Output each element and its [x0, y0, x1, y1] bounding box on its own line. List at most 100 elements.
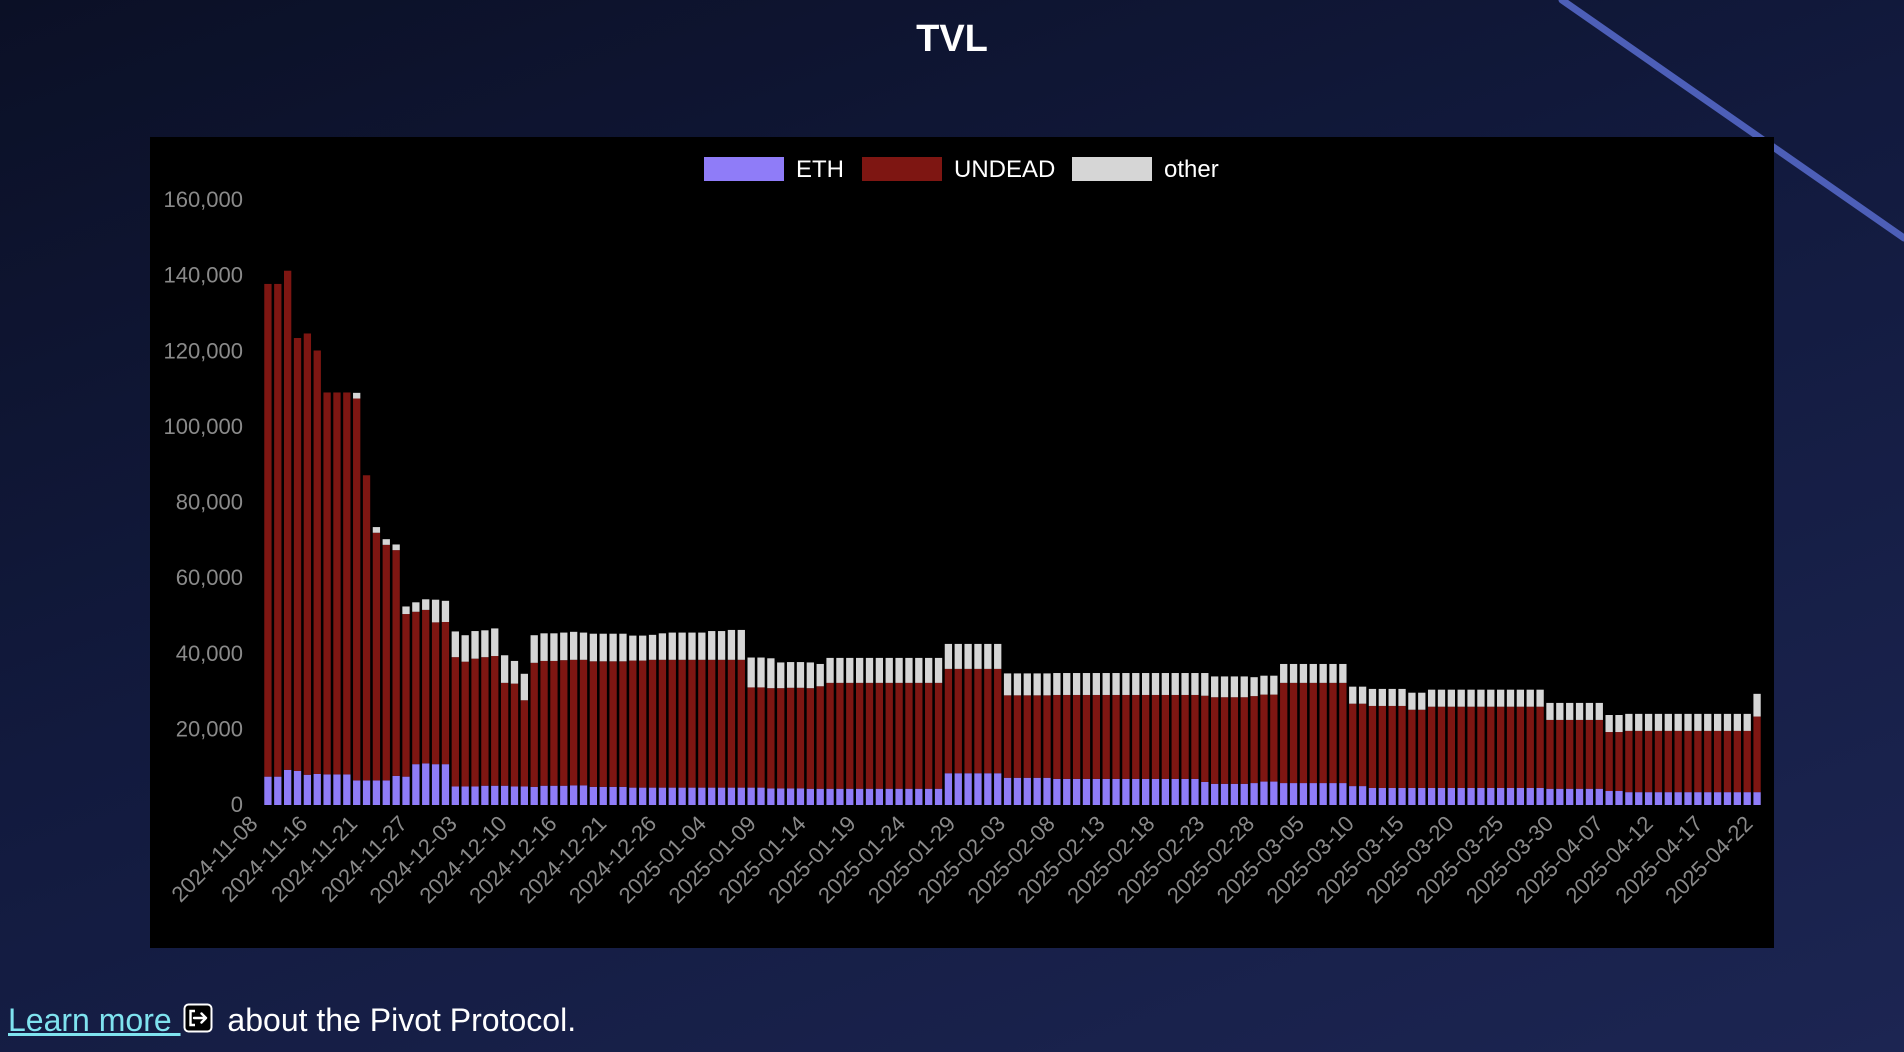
bar-undead: [1319, 682, 1327, 784]
bar-other: [974, 643, 982, 669]
bar-other: [1644, 713, 1653, 731]
bar-other: [570, 631, 578, 660]
bar-other: [1102, 673, 1110, 695]
bar-undead: [1625, 730, 1633, 793]
bar-other: [688, 632, 696, 660]
bar-undead: [422, 609, 430, 764]
bar-undead: [353, 398, 361, 781]
bar-eth: [855, 788, 864, 805]
bar-eth: [372, 780, 381, 805]
bar-other: [1053, 673, 1061, 695]
bar-other: [1408, 692, 1416, 710]
bar-undead: [589, 661, 598, 787]
bar-other: [412, 602, 420, 612]
bar-other: [1270, 675, 1278, 695]
bar-eth: [284, 769, 292, 805]
bar-undead: [1704, 730, 1712, 793]
bar-undead: [1309, 682, 1317, 784]
bar-other: [441, 600, 450, 622]
bar-undead: [1694, 730, 1702, 793]
external-link-icon[interactable]: [183, 1003, 213, 1033]
bar-other: [1003, 673, 1012, 696]
bar-undead: [964, 668, 972, 774]
bar-other: [757, 657, 765, 688]
bar-eth: [570, 785, 578, 805]
bar-eth: [895, 788, 903, 805]
bar-eth: [1625, 792, 1633, 805]
bar-undead: [1102, 694, 1110, 779]
bar-eth: [392, 775, 400, 805]
bar-other: [579, 632, 588, 660]
bar-eth: [1546, 788, 1554, 805]
bar-eth: [1082, 778, 1091, 805]
bar-other: [1615, 715, 1623, 733]
bar-eth: [1043, 777, 1051, 805]
bar-other: [1575, 702, 1584, 720]
bar-eth: [1674, 792, 1682, 805]
bar-other: [1684, 713, 1692, 731]
bar-other: [1733, 713, 1741, 731]
bar-other: [1013, 673, 1022, 696]
bar-undead: [1072, 694, 1081, 779]
bar-eth: [826, 788, 834, 805]
legend-label-undead: UNDEAD: [954, 156, 1055, 183]
bar-other: [865, 657, 874, 683]
bar-undead: [1220, 697, 1229, 784]
bar-eth: [1487, 787, 1495, 805]
bar-other: [737, 629, 745, 660]
bar-other: [1585, 702, 1594, 720]
bar-eth: [1723, 792, 1732, 805]
bar-undead: [826, 682, 834, 789]
bar-undead: [1516, 706, 1525, 788]
bar-eth: [333, 774, 341, 805]
bar-undead: [1487, 706, 1495, 788]
bar-other: [1240, 676, 1248, 698]
bar-undead: [451, 657, 459, 787]
y-tick-label: 100,000: [163, 414, 243, 439]
bar-undead: [1329, 682, 1337, 784]
bar-other: [1694, 713, 1702, 731]
bar-undead: [333, 392, 341, 775]
bar-other: [1713, 713, 1722, 731]
bar-other: [451, 631, 459, 658]
bar-eth: [1141, 778, 1150, 805]
bar-other: [1595, 702, 1603, 720]
bar-other: [431, 599, 440, 623]
bar-other: [1378, 688, 1386, 706]
bar-other: [984, 643, 992, 669]
bar-other: [1743, 713, 1751, 731]
learn-more-link[interactable]: Learn more: [8, 1002, 181, 1038]
bar-eth: [1358, 786, 1367, 805]
bar-other: [530, 635, 538, 663]
footer-text: Learn more about the Pivot Protocol.: [8, 1002, 576, 1039]
bar-undead: [441, 621, 450, 765]
bar-eth: [313, 773, 321, 805]
bar-undead: [954, 668, 962, 774]
bar-other: [796, 662, 805, 688]
bar-undead: [1743, 730, 1751, 793]
bar-eth: [589, 786, 598, 805]
bar-undead: [471, 658, 479, 787]
bar-other: [717, 631, 726, 660]
bar-eth: [934, 788, 943, 805]
bar-other: [550, 633, 558, 661]
bar-undead: [1477, 706, 1485, 788]
bar-eth: [658, 787, 667, 805]
bar-undead: [1654, 730, 1663, 793]
bar-eth: [1181, 778, 1189, 805]
bar-eth: [540, 785, 548, 805]
bar-other: [1112, 673, 1120, 695]
bar-other: [1349, 686, 1357, 704]
bar-undead: [510, 683, 519, 787]
bar-undead: [1171, 694, 1179, 779]
y-tick-label: 120,000: [163, 338, 243, 363]
bar-undead: [293, 338, 302, 771]
bar-other: [372, 527, 381, 533]
bar-undead: [1644, 730, 1653, 793]
bar-other: [1388, 688, 1396, 706]
bar-other: [1299, 663, 1308, 683]
bar-other: [1043, 673, 1051, 696]
bar-eth: [431, 764, 440, 805]
bar-other: [1418, 692, 1426, 710]
